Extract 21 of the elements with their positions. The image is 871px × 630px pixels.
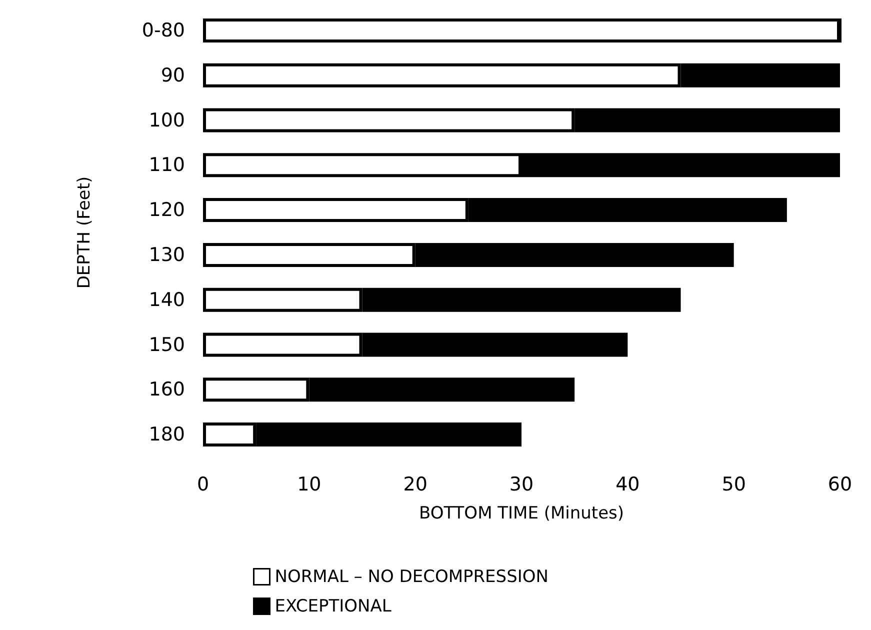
y-tick-label: 0-80 xyxy=(142,19,185,42)
y-tick-label: 150 xyxy=(148,334,185,356)
x-tick-label: 50 xyxy=(722,474,746,496)
x-axis-title: BOTTOM TIME (Minutes) xyxy=(418,504,624,524)
x-tick-label: 40 xyxy=(616,474,640,496)
x-tick-label: 60 xyxy=(828,474,852,496)
y-axis-title: DEPTH (Feet) xyxy=(74,176,94,289)
x-tick-label: 0 xyxy=(196,474,210,496)
x-tick-label: 30 xyxy=(509,474,534,496)
y-tick-label: 110 xyxy=(148,154,185,176)
y-tick-label: 100 xyxy=(148,109,185,132)
x-tick-label: 20 xyxy=(403,474,428,496)
y-tick-label: 130 xyxy=(148,244,185,266)
legend-label: EXCEPTIONAL xyxy=(274,596,392,616)
y-tick-label: 160 xyxy=(148,378,185,401)
y-tick-label: 120 xyxy=(148,199,185,222)
y-tick-label: 180 xyxy=(148,424,185,446)
y-tick-label: 140 xyxy=(148,288,185,311)
x-tick-label: 10 xyxy=(297,474,322,496)
y-tick-label: 90 xyxy=(160,64,185,86)
legend-label: NORMAL – NO DECOMPRESSION xyxy=(274,566,548,587)
